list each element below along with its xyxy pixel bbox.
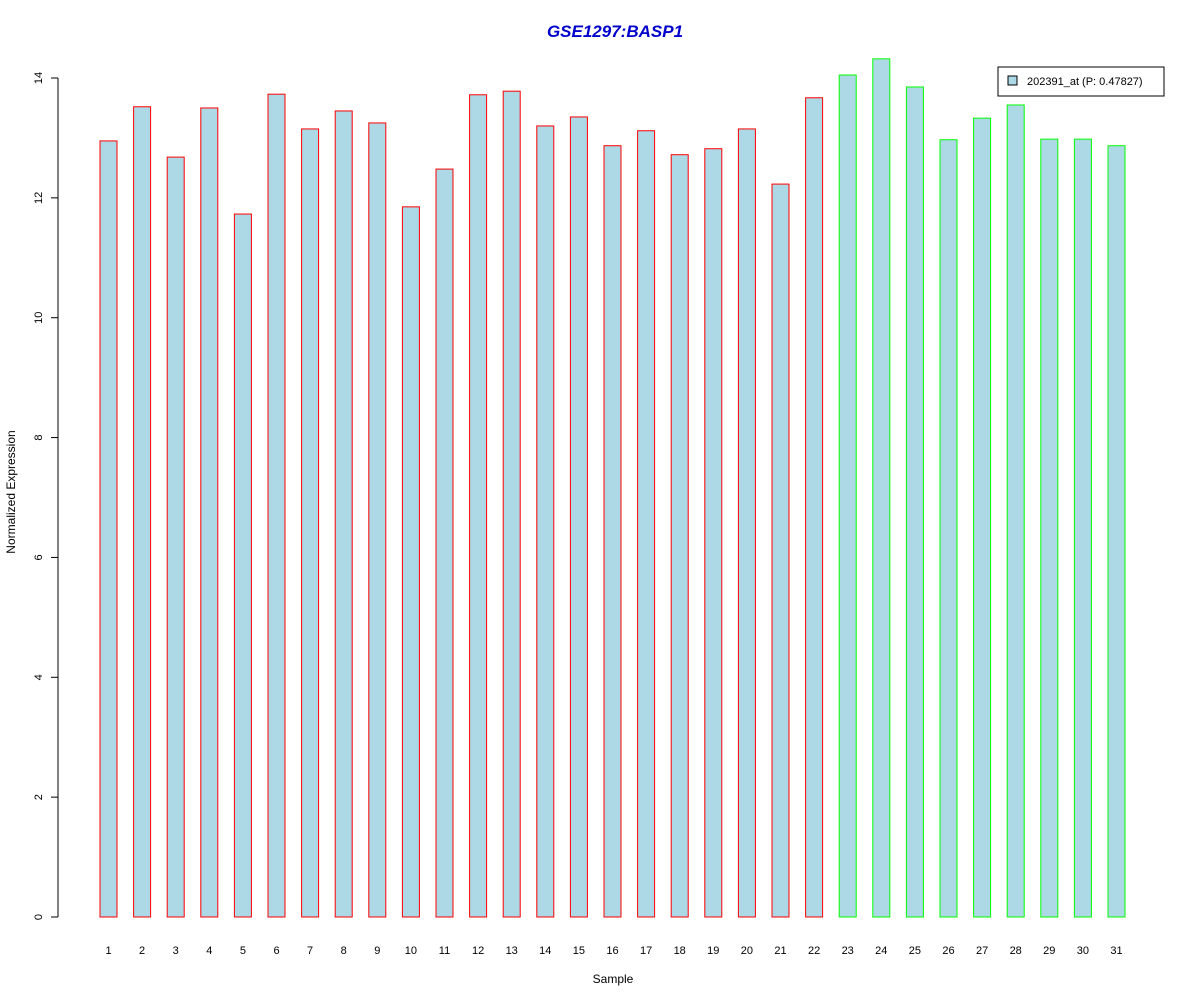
bar-sample-25 bbox=[905, 86, 924, 918]
x-tick-label: 14 bbox=[539, 945, 551, 957]
bar-sample-3 bbox=[166, 156, 185, 918]
bar-sample-24 bbox=[872, 58, 891, 918]
x-tick-label: 24 bbox=[875, 945, 887, 957]
bar-sample-5 bbox=[233, 213, 252, 918]
y-tick-label: 14 bbox=[33, 72, 45, 84]
x-tick-label: 19 bbox=[707, 945, 719, 957]
bar-sample-23 bbox=[838, 74, 857, 918]
x-tick-labels: 1 2 3 4 5 6 7 8 9 10 11 12 13 14 15 16 17 18 19 20 21 22 23 24 2… bbox=[105, 945, 1122, 957]
y-tick-label: 2 bbox=[33, 794, 45, 800]
x-tick-label: 3 bbox=[173, 945, 179, 957]
legend-box bbox=[997, 66, 1165, 97]
x-tick-label: 9 bbox=[374, 945, 380, 957]
bar-sample-14 bbox=[536, 125, 555, 918]
bar-sample-20 bbox=[737, 128, 756, 918]
bar-sample-19 bbox=[704, 148, 723, 918]
x-axis-label: Sample bbox=[593, 972, 634, 986]
bar-sample-30 bbox=[1073, 138, 1092, 918]
x-tick-label: 2 bbox=[139, 945, 145, 957]
x-tick-label: 4 bbox=[206, 945, 212, 957]
x-tick-label: 1 bbox=[105, 945, 111, 957]
bar-sample-11 bbox=[435, 168, 454, 918]
bar-sample-13 bbox=[502, 90, 521, 918]
x-tick-label: 30 bbox=[1077, 945, 1089, 957]
bar-sample-6 bbox=[267, 93, 286, 918]
x-tick-label: 11 bbox=[439, 945, 450, 957]
bar-sample-9 bbox=[368, 122, 387, 918]
legend: 202391_at (P: 0.47827) bbox=[997, 66, 1165, 97]
bar-sample-2 bbox=[133, 106, 152, 918]
bar-sample-31 bbox=[1107, 145, 1126, 918]
y-tick-label: 6 bbox=[33, 554, 45, 560]
x-tick-label: 20 bbox=[741, 945, 753, 957]
bar-sample-26 bbox=[939, 139, 958, 918]
x-tick-label: 23 bbox=[842, 945, 854, 957]
bar-sample-12 bbox=[469, 94, 488, 918]
bar-sample-18 bbox=[670, 154, 689, 918]
bar-sample-7 bbox=[301, 128, 320, 918]
x-tick-label: 17 bbox=[640, 945, 652, 957]
x-tick-label: 25 bbox=[909, 945, 921, 957]
bar-sample-17 bbox=[637, 130, 656, 918]
bar-sample-1 bbox=[99, 140, 118, 918]
bar-sample-4 bbox=[200, 107, 219, 918]
x-tick-label: 15 bbox=[573, 945, 585, 957]
x-tick-label: 21 bbox=[774, 945, 786, 957]
x-tick-label: 13 bbox=[506, 945, 518, 957]
x-tick-label: 22 bbox=[808, 945, 820, 957]
bar-sample-29 bbox=[1040, 138, 1059, 918]
bar-sample-16 bbox=[603, 145, 622, 918]
x-tick-label: 18 bbox=[674, 945, 686, 957]
bar-sample-8 bbox=[334, 110, 353, 918]
x-tick-label: 12 bbox=[472, 945, 484, 957]
bar-sample-28 bbox=[1006, 104, 1025, 918]
x-tick-label: 31 bbox=[1110, 945, 1122, 957]
y-axis-label: Normalized Expression bbox=[4, 430, 18, 553]
bar-sample-21 bbox=[771, 183, 790, 918]
legend-swatch bbox=[1007, 75, 1018, 86]
bar-sample-10 bbox=[401, 206, 420, 918]
x-tick-label: 26 bbox=[942, 945, 954, 957]
x-tick-label: 7 bbox=[307, 945, 313, 957]
y-tick-label: 12 bbox=[33, 192, 45, 204]
x-tick-label: 28 bbox=[1010, 945, 1022, 957]
x-tick-label: 6 bbox=[273, 945, 279, 957]
y-tick-label: 4 bbox=[33, 674, 45, 680]
bar-sample-27 bbox=[973, 117, 992, 918]
y-axis: 0 2 4 6 8 10 12 14 bbox=[33, 72, 59, 920]
bar-sample-15 bbox=[569, 116, 588, 918]
y-tick-label: 10 bbox=[33, 312, 45, 324]
chart-title: GSE1297:BASP1 bbox=[547, 22, 683, 41]
x-tick-label: 27 bbox=[976, 945, 988, 957]
x-tick-label: 10 bbox=[405, 945, 417, 957]
y-tick-label: 8 bbox=[33, 435, 45, 441]
legend-entry: 202391_at (P: 0.47827) bbox=[1027, 76, 1143, 88]
y-tick-label: 0 bbox=[33, 914, 45, 920]
x-tick-label: 29 bbox=[1043, 945, 1055, 957]
bar-sample-22 bbox=[805, 97, 824, 918]
x-tick-label: 16 bbox=[606, 945, 618, 957]
x-tick-label: 5 bbox=[240, 945, 246, 957]
bars bbox=[99, 58, 1126, 918]
x-tick-label: 8 bbox=[341, 945, 347, 957]
